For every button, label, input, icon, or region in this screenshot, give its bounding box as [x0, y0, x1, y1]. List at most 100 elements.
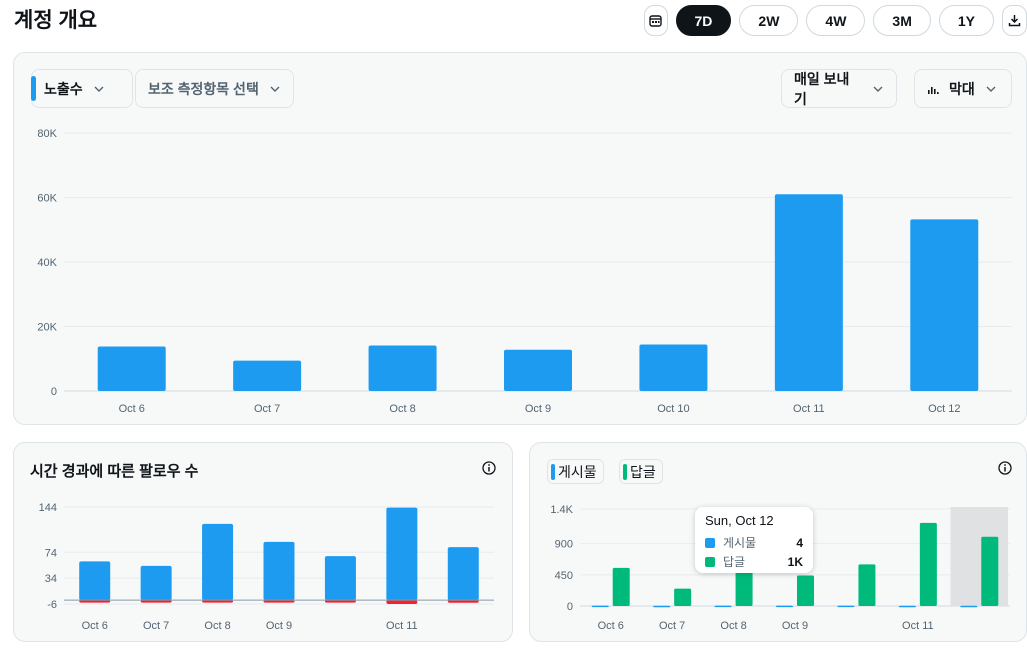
bar-negative	[386, 600, 418, 604]
frequency-label: 매일 보내기	[794, 70, 850, 107]
bar-negative	[202, 600, 234, 603]
y-tick-label: 20K	[37, 322, 57, 334]
bar	[233, 360, 302, 391]
bar-negative	[324, 600, 356, 603]
chart-tooltip: Sun, Oct 12 게시물 4 답글 1K	[695, 507, 813, 573]
range-4w-button[interactable]: 4W	[806, 5, 866, 36]
range-7d-button[interactable]: 7D	[675, 5, 732, 36]
chevron-down-icon	[94, 86, 104, 92]
bar	[202, 523, 234, 601]
x-tick-label: Oct 7	[659, 620, 685, 632]
bar-negative	[79, 600, 111, 603]
tooltip-value: 4	[796, 535, 803, 550]
date-range-selector: 7D 2W 4W 3M 1Y	[643, 5, 1027, 36]
posts-card: 게시물 답글 0 450 900 1.4K Oct 6 Oct 7 Oct 8 Oct 9 Oc…	[529, 442, 1027, 642]
calendar-icon	[649, 15, 662, 27]
tooltip-swatch	[705, 556, 715, 567]
bar	[140, 565, 172, 601]
y-tick-label: 450	[555, 570, 573, 582]
bar	[774, 194, 843, 391]
bar-posts	[776, 605, 793, 608]
x-tick-label: Oct 10	[657, 403, 689, 415]
tooltip-value: 1K	[787, 554, 803, 569]
range-3m-button[interactable]: 3M	[873, 5, 931, 36]
bar-posts	[837, 605, 855, 608]
y-tick-label: 144	[39, 502, 57, 514]
download-button[interactable]	[1002, 5, 1027, 36]
bar	[79, 561, 111, 601]
legend-posts-label: 게시물	[558, 463, 597, 480]
bar	[386, 507, 418, 601]
x-tick-label: Oct 11	[902, 620, 934, 632]
info-icon[interactable]	[998, 461, 1012, 475]
metric-label: 노출수	[44, 80, 83, 97]
tooltip-row-replies: 답글 1K	[705, 552, 803, 571]
bar	[639, 344, 708, 391]
y-tick-label: 80K	[37, 128, 57, 140]
x-tick-label: Oct 9	[782, 620, 808, 632]
y-tick-label: 0	[51, 386, 57, 398]
bar-replies	[612, 567, 630, 606]
y-tick-label: 74	[45, 547, 57, 559]
bar-posts	[960, 605, 978, 608]
range-2w-button[interactable]: 2W	[739, 5, 799, 36]
followers-card: 시간 경과에 따른 팔로우 수 -6 34 74 144 Oct 6 Oct 7 Oct 8…	[13, 442, 513, 642]
metric-dropdown[interactable]: 노출수	[31, 69, 133, 108]
bar-replies	[735, 564, 753, 606]
frequency-dropdown[interactable]: 매일 보내기	[781, 69, 897, 108]
bar	[910, 219, 979, 391]
range-1y-button[interactable]: 1Y	[938, 5, 994, 36]
bar-replies	[797, 575, 814, 606]
followers-card-title: 시간 경과에 따른 팔로우 수	[30, 463, 199, 480]
page-title: 계정 개요	[14, 9, 98, 32]
x-tick-label: Oct 11	[386, 620, 418, 632]
legend-posts[interactable]: 게시물	[547, 459, 604, 484]
chart-type-dropdown[interactable]: 막대	[914, 69, 1012, 108]
bar-replies	[981, 536, 999, 606]
highlight-column	[950, 507, 1008, 606]
x-tick-label: Oct 8	[389, 403, 415, 415]
x-tick-label: Oct 6	[82, 620, 108, 632]
bar-posts	[591, 605, 609, 608]
bar-posts	[714, 605, 732, 608]
bar-replies	[858, 564, 876, 606]
impressions-chart: 0 20K 40K 60K 80K Oct 6 Oct 7 Oct 8 Oct 9 Oct 10 O…	[37, 128, 1012, 415]
impressions-card: 노출수 보조 측정항목 선택 매일 보내기 막대 0 20K 40K 60K 80K Oc…	[13, 52, 1027, 425]
followers-chart: -6 34 74 144 Oct 6 Oct 7 Oct 8 Oct 9 Oct 11	[39, 502, 494, 632]
bar	[97, 346, 166, 391]
legend-replies[interactable]: 답글	[619, 459, 663, 484]
bar-replies	[919, 522, 937, 606]
tooltip-swatch	[705, 537, 715, 548]
tooltip-title: Sun, Oct 12	[705, 513, 774, 528]
x-tick-label: Oct 9	[266, 620, 292, 632]
chevron-down-icon	[873, 86, 883, 92]
y-tick-label: 1.4K	[550, 504, 573, 516]
calendar-button[interactable]	[643, 5, 668, 36]
y-tick-label: 40K	[37, 257, 57, 269]
x-tick-label: Oct 6	[598, 620, 624, 632]
x-tick-label: Oct 12	[928, 403, 960, 415]
tooltip-label: 게시물	[723, 536, 757, 550]
bar-negative	[447, 600, 479, 603]
secondary-metric-dropdown[interactable]: 보조 측정항목 선택	[135, 69, 294, 108]
bar-negative	[140, 600, 172, 603]
chevron-down-icon	[270, 86, 280, 92]
x-tick-label: Oct 9	[525, 403, 551, 415]
bar-chart-icon	[928, 86, 939, 94]
chart-type-label: 막대	[949, 80, 975, 97]
bar-replies	[674, 588, 692, 606]
info-icon[interactable]	[482, 461, 496, 475]
x-tick-label: Oct 7	[143, 620, 169, 632]
x-tick-label: Oct 11	[793, 403, 825, 415]
y-tick-label: 34	[45, 573, 57, 585]
bar	[368, 345, 437, 391]
x-tick-label: Oct 8	[720, 620, 746, 632]
y-tick-label: 900	[555, 539, 573, 551]
bar	[263, 541, 295, 601]
bar	[324, 556, 356, 601]
bar-posts	[653, 605, 671, 608]
bar	[504, 349, 572, 391]
y-tick-label: 0	[567, 601, 573, 613]
x-tick-label: Oct 7	[254, 403, 280, 415]
chevron-down-icon	[986, 86, 996, 92]
